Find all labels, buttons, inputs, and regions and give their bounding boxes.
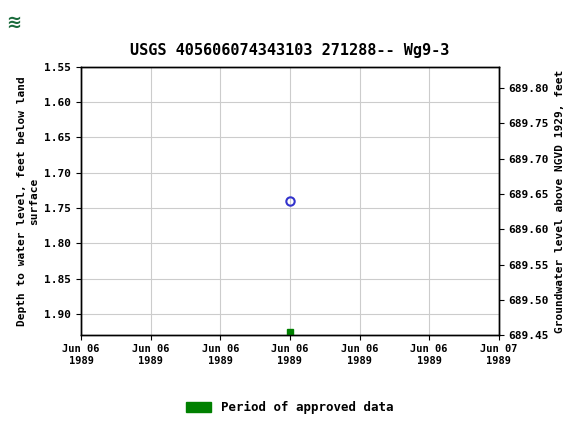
- Y-axis label: Depth to water level, feet below land
surface: Depth to water level, feet below land su…: [17, 76, 39, 326]
- FancyBboxPatch shape: [3, 3, 58, 42]
- Text: USGS 405606074343103 271288-- Wg9-3: USGS 405606074343103 271288-- Wg9-3: [130, 43, 450, 58]
- Text: USGS: USGS: [32, 14, 87, 31]
- Text: ≋: ≋: [6, 14, 21, 31]
- Y-axis label: Groundwater level above NGVD 1929, feet: Groundwater level above NGVD 1929, feet: [554, 69, 564, 333]
- Legend: Period of approved data: Period of approved data: [181, 396, 399, 419]
